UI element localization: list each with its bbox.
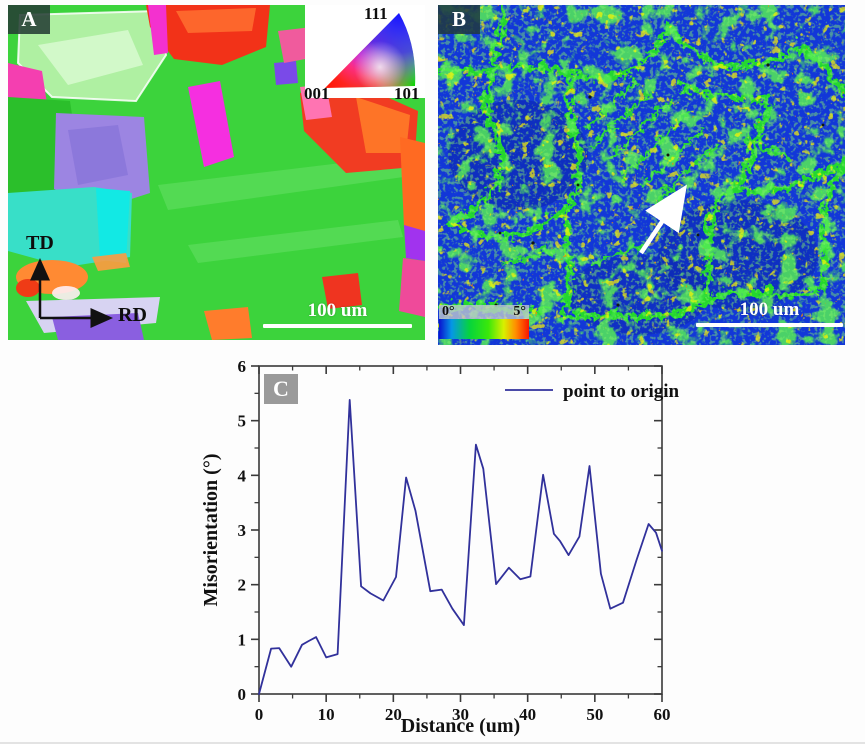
grain-orange-right bbox=[356, 97, 410, 153]
panel-c-chart: 0 10 20 30 40 50 60 0 1 2 3 4 5 6 Distance (um) Misorie… bbox=[195, 348, 715, 742]
x-tick-label: 0 bbox=[255, 705, 264, 724]
y-tick-label: 5 bbox=[238, 412, 247, 431]
y-tick-label: 0 bbox=[238, 685, 247, 704]
panel-a-label: A bbox=[8, 5, 50, 34]
kam-red-speckle bbox=[438, 5, 845, 345]
grain-orange-bottom bbox=[204, 307, 252, 340]
colorbar-min-label: 0° bbox=[442, 304, 455, 319]
rd-axis-label: RD bbox=[118, 304, 147, 326]
chart-line bbox=[258, 399, 663, 695]
x-tick-label: 20 bbox=[385, 705, 402, 724]
td-rd-axes bbox=[30, 258, 113, 328]
x-tick-label: 10 bbox=[318, 705, 335, 724]
grain-orange-inner bbox=[176, 8, 256, 33]
kam-colorbar: 0° 5° bbox=[439, 305, 529, 339]
scalebar-b-text: 100 um bbox=[739, 299, 800, 320]
y-axis-title: Misorientation (°) bbox=[200, 454, 222, 607]
grain-red-bottom bbox=[322, 273, 362, 309]
grain-violet-patch bbox=[274, 61, 298, 85]
grain-orange-edge bbox=[400, 137, 425, 233]
y-tick-label: 1 bbox=[238, 630, 247, 649]
grain-magenta-streak bbox=[148, 5, 168, 55]
legend-label: point to origin bbox=[563, 381, 680, 402]
ipf-label-001: 001 bbox=[304, 84, 330, 103]
misorientation-chart: 0 10 20 30 40 50 60 0 1 2 3 4 5 6 Distance (um) Misorie… bbox=[200, 357, 680, 737]
y-tick-label: 6 bbox=[238, 357, 247, 376]
ipf-color-triangle bbox=[305, 5, 425, 98]
x-tick-label: 50 bbox=[586, 705, 603, 724]
grain-magenta-band bbox=[188, 81, 234, 167]
colorbar-gradient bbox=[439, 319, 529, 339]
grain-highlight bbox=[38, 30, 143, 85]
scalebar-b: 100 um bbox=[696, 300, 843, 327]
kam-map-art bbox=[438, 5, 845, 345]
grain-light-streak bbox=[188, 220, 403, 263]
grain-red-small bbox=[16, 279, 40, 297]
grain-cyan-bright bbox=[96, 188, 130, 263]
scalebar-a-bar bbox=[263, 324, 412, 328]
ipf-label-111: 111 bbox=[364, 5, 388, 23]
scalebar-a: 100 um bbox=[263, 301, 412, 328]
annotation-arrow bbox=[639, 184, 688, 255]
y-tick-label: 4 bbox=[238, 466, 247, 485]
panel-b-kam-map: B 0° 5° 100 um bbox=[438, 5, 845, 345]
scalebar-b-bar bbox=[696, 323, 843, 327]
x-axis-title: Distance (um) bbox=[401, 715, 520, 737]
x-tick-label: 40 bbox=[519, 705, 536, 724]
panel-b-label: B bbox=[438, 5, 480, 34]
x-tick-label: 30 bbox=[452, 705, 469, 724]
grain-orange-sliver bbox=[92, 253, 130, 271]
x-tick-label: 60 bbox=[654, 705, 671, 724]
grain-purple-inner bbox=[68, 125, 128, 185]
grain-white-small bbox=[52, 286, 80, 300]
ipf-grain-map bbox=[8, 5, 425, 340]
scalebar-a-text: 100 um bbox=[307, 300, 368, 321]
y-tick-label: 2 bbox=[238, 576, 247, 595]
colorbar-max-label: 5° bbox=[513, 304, 526, 319]
panel-c-label: C bbox=[264, 374, 298, 404]
grain-pink-edge bbox=[399, 258, 425, 317]
ipf-label-101: 101 bbox=[394, 84, 420, 103]
y-tick-label: 3 bbox=[238, 521, 247, 540]
panel-a-ipf-map: A 111 001 101 TD RD 100 um bbox=[8, 5, 425, 340]
grain-purple-edge bbox=[404, 225, 425, 261]
td-axis-label: TD bbox=[26, 232, 54, 254]
